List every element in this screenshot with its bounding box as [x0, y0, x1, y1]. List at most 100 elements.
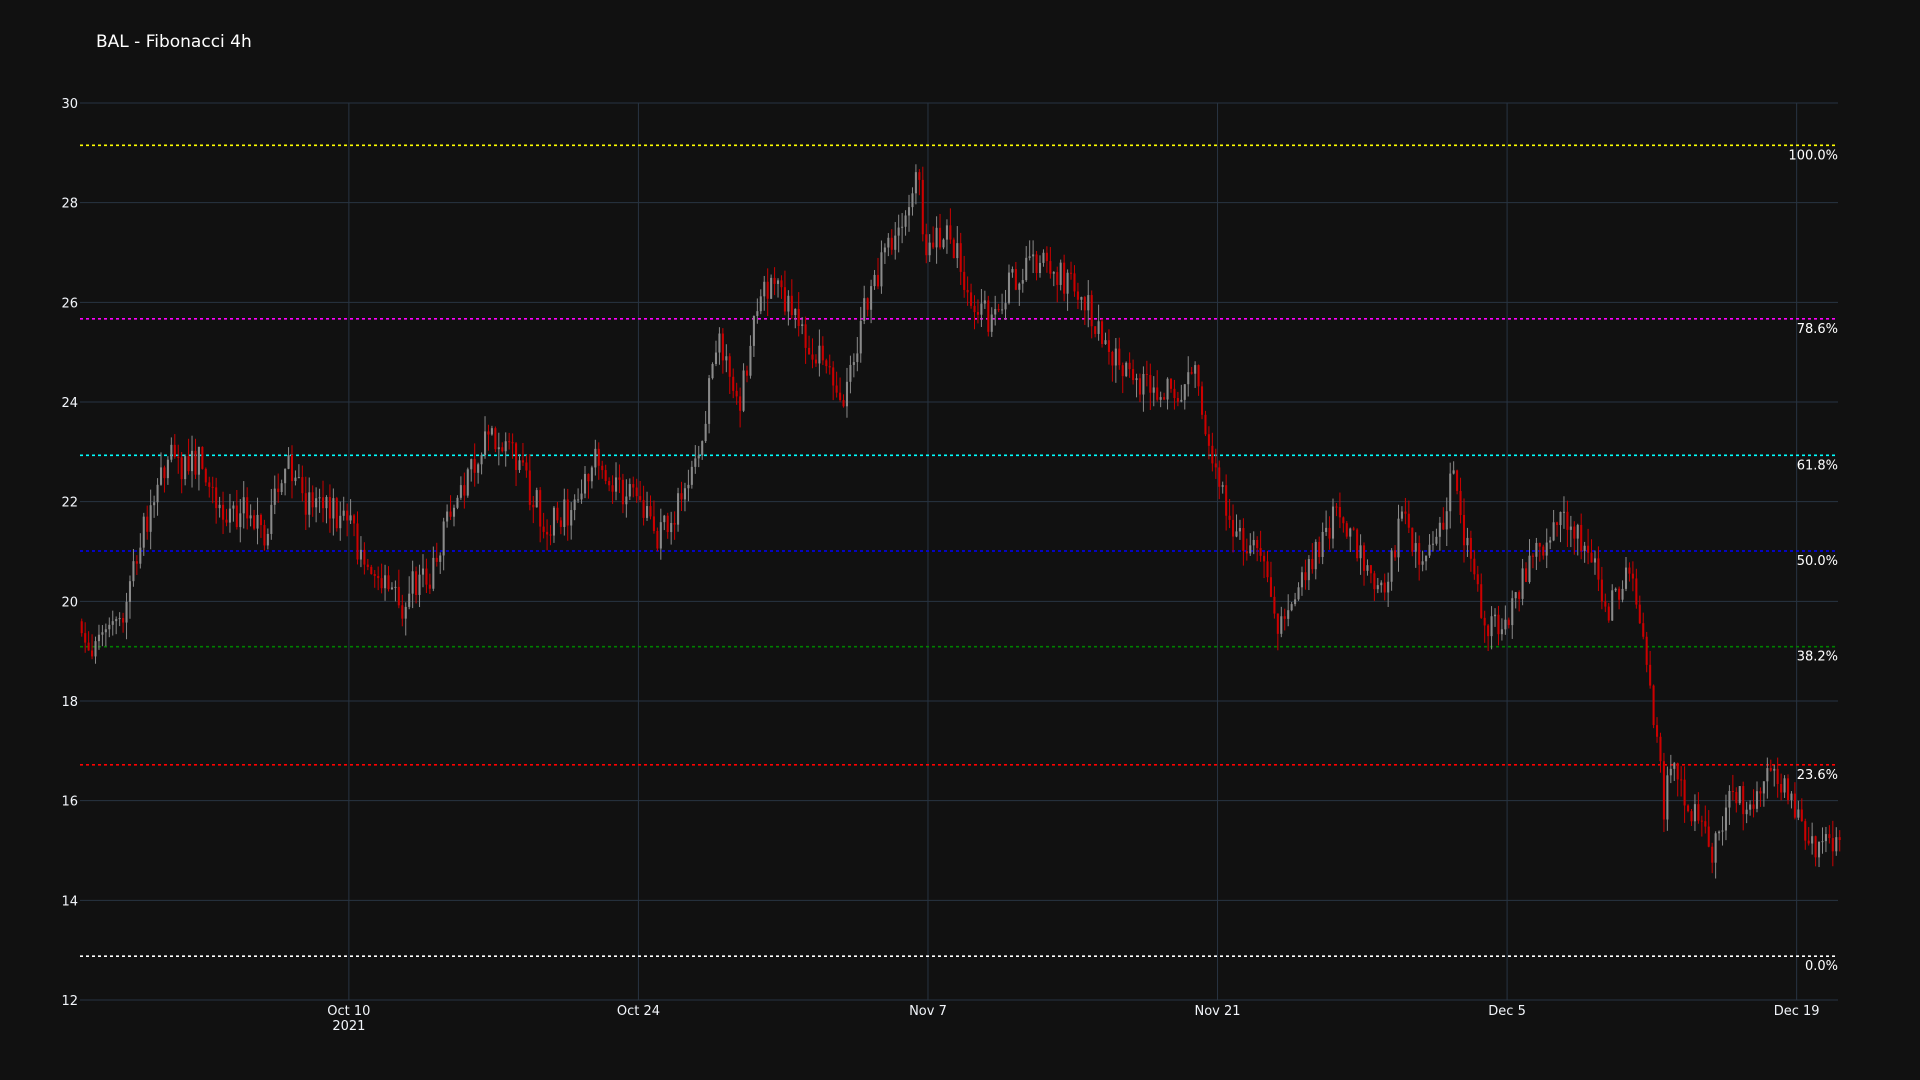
- candle-body: [1731, 790, 1734, 793]
- candle-body: [259, 514, 263, 526]
- candle-body: [714, 352, 718, 364]
- candle-body: [1766, 768, 1769, 782]
- candle-body: [339, 515, 342, 529]
- candle-body: [132, 561, 135, 582]
- candle-body: [683, 488, 686, 500]
- candle-body: [1624, 567, 1628, 589]
- candle-body: [1587, 545, 1590, 553]
- candle-body: [84, 633, 87, 643]
- candle-body: [1528, 555, 1531, 583]
- candle-body: [304, 493, 307, 515]
- candle-body: [1711, 846, 1714, 863]
- candle-body: [604, 470, 607, 482]
- candle-body: [1011, 269, 1014, 273]
- candle-body: [277, 488, 280, 493]
- candle-body: [1687, 805, 1690, 812]
- candle-body: [1562, 511, 1565, 513]
- candle-body: [1283, 616, 1286, 619]
- candle-body: [1290, 604, 1293, 611]
- candle-body: [418, 574, 421, 595]
- candle-body: [987, 300, 990, 332]
- candle-body: [170, 444, 173, 460]
- candle-body: [1049, 261, 1052, 274]
- candle-body: [452, 507, 456, 517]
- candle-body: [397, 586, 400, 606]
- candle-body: [1266, 561, 1269, 578]
- candle-body: [332, 498, 335, 519]
- y-tick-label: 30: [61, 97, 78, 112]
- candle-body: [863, 298, 866, 321]
- candle-body: [104, 629, 107, 633]
- candle-body: [1538, 542, 1541, 547]
- candle-body: [1249, 545, 1252, 554]
- candle-body: [311, 492, 314, 508]
- candle-body: [921, 179, 924, 235]
- candle-body: [1321, 531, 1324, 558]
- candle-body: [1807, 840, 1810, 844]
- candle-body: [1369, 565, 1372, 574]
- candle-body: [1783, 778, 1786, 793]
- candle-body: [1631, 573, 1634, 579]
- candle-body: [546, 531, 549, 535]
- candle-body: [1504, 619, 1507, 630]
- candle-body: [1394, 550, 1397, 558]
- candle-body: [794, 308, 797, 316]
- candle-body: [1814, 836, 1817, 858]
- candle-body: [646, 506, 649, 518]
- candle-body: [528, 470, 531, 505]
- candle-body: [887, 237, 890, 248]
- candle-body: [1335, 506, 1338, 508]
- candle-body: [1021, 280, 1024, 284]
- candle-body: [728, 356, 731, 377]
- candle-body: [1063, 262, 1066, 294]
- candle-body: [1214, 463, 1217, 468]
- candle-body: [1383, 582, 1386, 593]
- candle-body: [1204, 414, 1207, 435]
- candle-body: [532, 504, 535, 508]
- candle-body: [263, 525, 266, 546]
- candle-body: [1280, 616, 1283, 634]
- candle-body: [711, 363, 714, 379]
- candle-body: [1228, 515, 1231, 520]
- candle-body: [601, 465, 604, 471]
- candle-body: [1101, 321, 1104, 345]
- candle-body: [1780, 783, 1783, 793]
- candle-body: [1256, 539, 1259, 549]
- candle-body: [1135, 378, 1138, 381]
- candle-body: [1245, 550, 1248, 554]
- candle-body: [1359, 545, 1362, 559]
- x-tick-sublabel: 2021: [332, 1019, 365, 1034]
- candle-body: [1142, 373, 1145, 395]
- candle-body: [745, 370, 749, 376]
- candle-body: [890, 237, 893, 250]
- candle-body: [473, 459, 476, 473]
- candle-body: [625, 496, 628, 505]
- candle-body: [1666, 775, 1669, 820]
- candle-body: [273, 488, 276, 505]
- candle-body: [825, 360, 828, 367]
- candle-body: [477, 464, 480, 473]
- candle-body: [1483, 617, 1486, 626]
- candle-body: [1797, 809, 1800, 818]
- candle-body: [1428, 544, 1431, 556]
- candle-body: [1580, 524, 1583, 552]
- x-tick-label: Nov 7: [909, 1004, 947, 1019]
- candle-body: [1462, 515, 1466, 546]
- candle-body: [190, 450, 194, 472]
- candle-body: [935, 227, 938, 248]
- candle-body: [1690, 811, 1693, 822]
- candle-body: [515, 443, 518, 470]
- candle-body: [1194, 365, 1197, 374]
- candle-body: [694, 458, 697, 467]
- candle-body: [180, 457, 183, 480]
- candle-body: [1621, 588, 1624, 600]
- candle-body: [459, 485, 462, 498]
- candle-body: [666, 515, 669, 533]
- x-tick-label: Oct 10: [327, 1004, 370, 1019]
- candle-body: [925, 234, 928, 256]
- candle-body: [1373, 573, 1376, 590]
- candle-body: [677, 493, 680, 525]
- candle-body: [780, 280, 783, 288]
- candle-body: [1738, 786, 1741, 804]
- candle-body: [1207, 434, 1210, 446]
